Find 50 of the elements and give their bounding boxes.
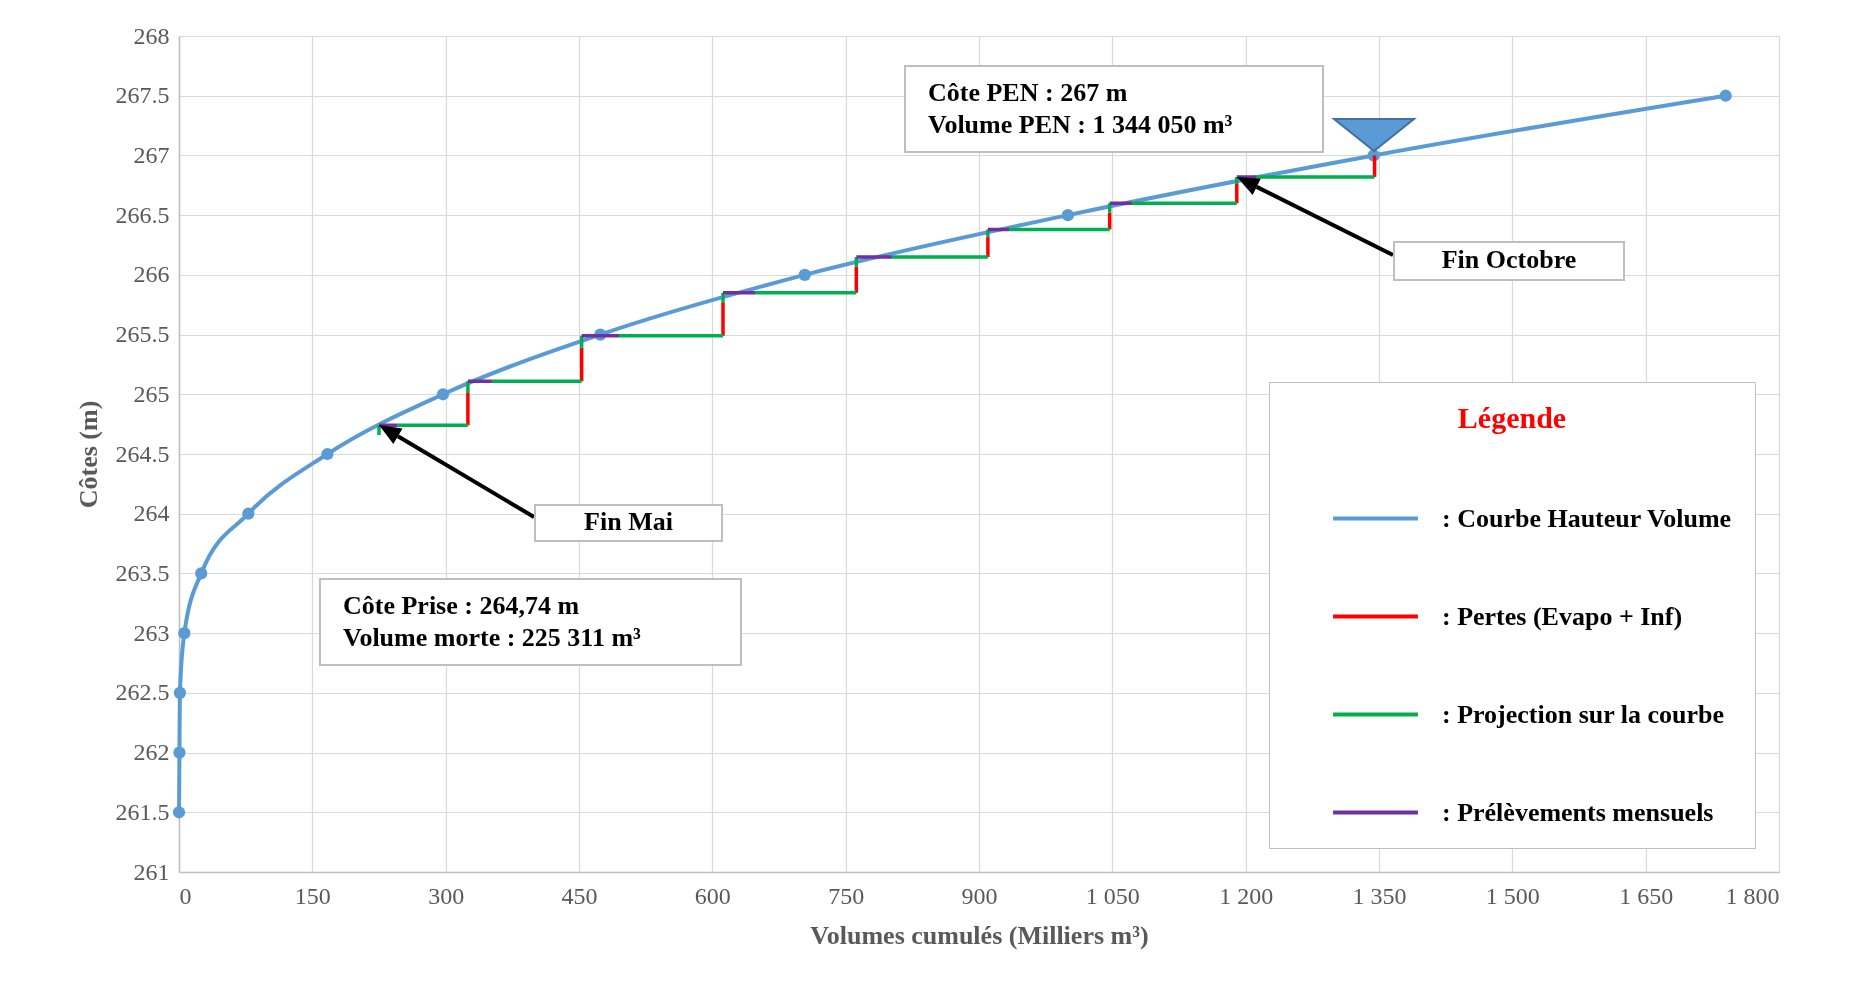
x-tick-label: 300 xyxy=(428,882,465,909)
y-tick-label: 265 xyxy=(133,380,170,407)
note-box: Fin Mai xyxy=(534,504,723,542)
x-tick-label: 1 650 xyxy=(1619,882,1674,909)
point xyxy=(242,507,255,520)
y-tick-label: 266.5 xyxy=(115,201,170,228)
legend-label: : Courbe Hauteur Volume xyxy=(1442,503,1732,533)
x-tick-label: 1 200 xyxy=(1219,882,1274,909)
y-tick-label: 267.5 xyxy=(115,82,170,109)
legend-label: : Prélèvements mensuels xyxy=(1442,797,1714,827)
y-tick-label: 263.5 xyxy=(115,559,170,586)
x-tick-label: 1 050 xyxy=(1085,882,1140,909)
x-tick-label: 1 350 xyxy=(1352,882,1407,909)
point xyxy=(1719,89,1732,102)
x-tick-label: 450 xyxy=(561,882,598,909)
legend-title: Légende xyxy=(1457,401,1567,434)
x-tick-label: 900 xyxy=(961,882,998,909)
x-tick-label: 1 800 xyxy=(1725,882,1780,909)
y-tick-label: 261 xyxy=(133,858,170,885)
point xyxy=(321,447,334,461)
point xyxy=(195,567,208,580)
y-tick-label: 263 xyxy=(133,619,170,646)
legend-label: : Projection sur la courbe xyxy=(1442,699,1725,729)
y-tick-label: 266 xyxy=(133,261,170,288)
point xyxy=(436,388,450,401)
x-tick-label: 1 500 xyxy=(1485,882,1540,909)
note-box: Côte PEN : 267 m Volume PEN : 1 344 050 m³ xyxy=(904,65,1324,153)
y-tick-label: 261.5 xyxy=(115,798,170,825)
point xyxy=(172,806,186,819)
y-tick-label: 267 xyxy=(133,141,170,168)
point xyxy=(173,746,186,759)
x-tick-label: 600 xyxy=(694,882,731,909)
point xyxy=(798,268,811,281)
note-box: Fin Octobre xyxy=(1393,241,1625,281)
note-box: Côte Prise : 264,74 m Volume morte : 225 311 m³ xyxy=(319,578,742,666)
y-tick-label: 262.5 xyxy=(115,679,170,706)
point xyxy=(178,627,191,640)
y-tick-label: 265.5 xyxy=(115,321,170,348)
y-axis-title: Côtes (m) xyxy=(73,400,103,509)
point xyxy=(173,686,187,699)
y-tick-label: 264 xyxy=(133,500,170,527)
y-tick-label: 268 xyxy=(133,22,170,49)
point xyxy=(1061,209,1075,222)
x-axis-title: Volumes cumulés (Milliers m³) xyxy=(810,920,1149,950)
x-tick-label: 0 xyxy=(179,882,192,909)
y-tick-label: 264.5 xyxy=(115,440,170,467)
legend-label: : Pertes (Evapo + Inf) xyxy=(1442,601,1683,631)
x-tick-label: 750 xyxy=(828,882,865,909)
y-tick-label: 262 xyxy=(133,739,170,766)
x-tick-label: 150 xyxy=(294,882,331,909)
